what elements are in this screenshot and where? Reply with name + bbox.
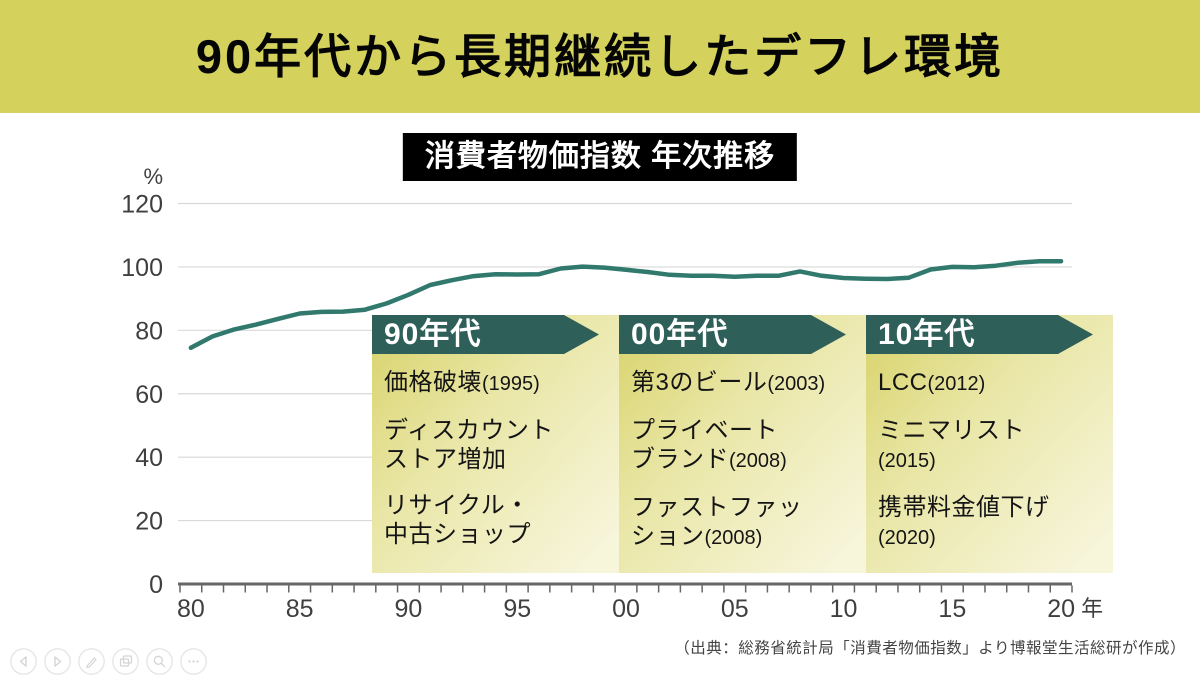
next-slide-button[interactable] <box>44 648 71 675</box>
decade-box-body <box>372 315 619 573</box>
decade-item: ディスカウント ストア増加 <box>384 417 554 473</box>
slides-icon <box>112 648 139 675</box>
decade-box-items: 第3のビール(2003) プライベート ブランド(2008) ファストファッ ション(2… <box>631 368 860 570</box>
svg-text:00: 00 <box>612 595 640 623</box>
source-note: （出典：総務省統計局「消費者物価指数」より博報堂生活総研が作成） <box>674 640 1186 657</box>
decade-box-items: 価格破壊(1995) ディスカウント ストア増加 リサイクル・ 中古ショップ <box>384 368 613 566</box>
svg-text:120: 120 <box>121 191 163 219</box>
svg-text:85: 85 <box>286 595 314 623</box>
decade-item: ファストファッ ション(2008) <box>631 494 803 550</box>
decade-box-body <box>619 315 866 573</box>
chevron-right-icon <box>44 648 71 675</box>
svg-text:%: % <box>143 164 163 189</box>
svg-text:80: 80 <box>177 595 205 623</box>
decade-box-10s: 10年代 LCC(2012) ミニマリスト (2015) 携帯料金値下げ (2020) <box>866 315 1113 573</box>
decade-item: ミニマリスト (2015) <box>878 417 1025 472</box>
svg-text:90: 90 <box>395 595 423 623</box>
decade-item: リサイクル・ 中古ショップ <box>384 492 531 548</box>
decade-box-header: 00年代 <box>619 315 846 354</box>
title-banner: 90年代から長期継続したデフレ環境 <box>0 0 1200 113</box>
viewer-toolbar <box>10 648 207 675</box>
pen-button[interactable] <box>78 648 105 675</box>
svg-text:10: 10 <box>830 595 858 623</box>
svg-text:20: 20 <box>1047 595 1075 623</box>
decade-item: 価格破壊(1995) <box>384 369 540 396</box>
decade-box-body <box>866 315 1113 573</box>
chart-title-badge: 消費者物価指数 年次推移 <box>402 133 798 181</box>
svg-text:60: 60 <box>135 381 163 409</box>
zoom-button[interactable] <box>146 648 173 675</box>
svg-text:0: 0 <box>149 571 163 599</box>
decade-item: 携帯料金値下げ (2020) <box>878 494 1050 549</box>
decade-item: プライベート ブランド(2008) <box>631 417 787 473</box>
ellipsis-icon <box>180 648 207 675</box>
decade-item: LCC(2012) <box>878 369 986 396</box>
svg-text:80: 80 <box>135 317 163 345</box>
svg-text:05: 05 <box>721 595 749 623</box>
decade-box-items: LCC(2012) ミニマリスト (2015) 携帯料金値下げ (2020) <box>878 368 1107 570</box>
previous-slide-button[interactable] <box>10 648 37 675</box>
magnifier-icon <box>146 648 173 675</box>
decade-item: 第3のビール(2003) <box>631 369 826 396</box>
chevron-left-icon <box>10 648 37 675</box>
svg-text:100: 100 <box>121 254 163 282</box>
more-options-button[interactable] <box>180 648 207 675</box>
decade-box-header: 90年代 <box>372 315 599 354</box>
svg-text:20: 20 <box>135 508 163 536</box>
pen-icon <box>78 648 105 675</box>
svg-text:40: 40 <box>135 444 163 472</box>
svg-text:95: 95 <box>503 595 531 623</box>
decade-box-00s: 00年代 第3のビール(2003) プライベート ブランド(2008) ファストファッ… <box>619 315 866 573</box>
decade-box-header: 10年代 <box>866 315 1093 354</box>
slides-overview-button[interactable] <box>112 648 139 675</box>
page-title: 90年代から長期継続したデフレ環境 <box>195 30 1005 83</box>
decade-box-90s: 90年代 価格破壊(1995) ディスカウント ストア増加 リサイクル・ 中古ショップ <box>372 315 619 573</box>
svg-text:年: 年 <box>1081 596 1103 621</box>
svg-text:15: 15 <box>938 595 966 623</box>
